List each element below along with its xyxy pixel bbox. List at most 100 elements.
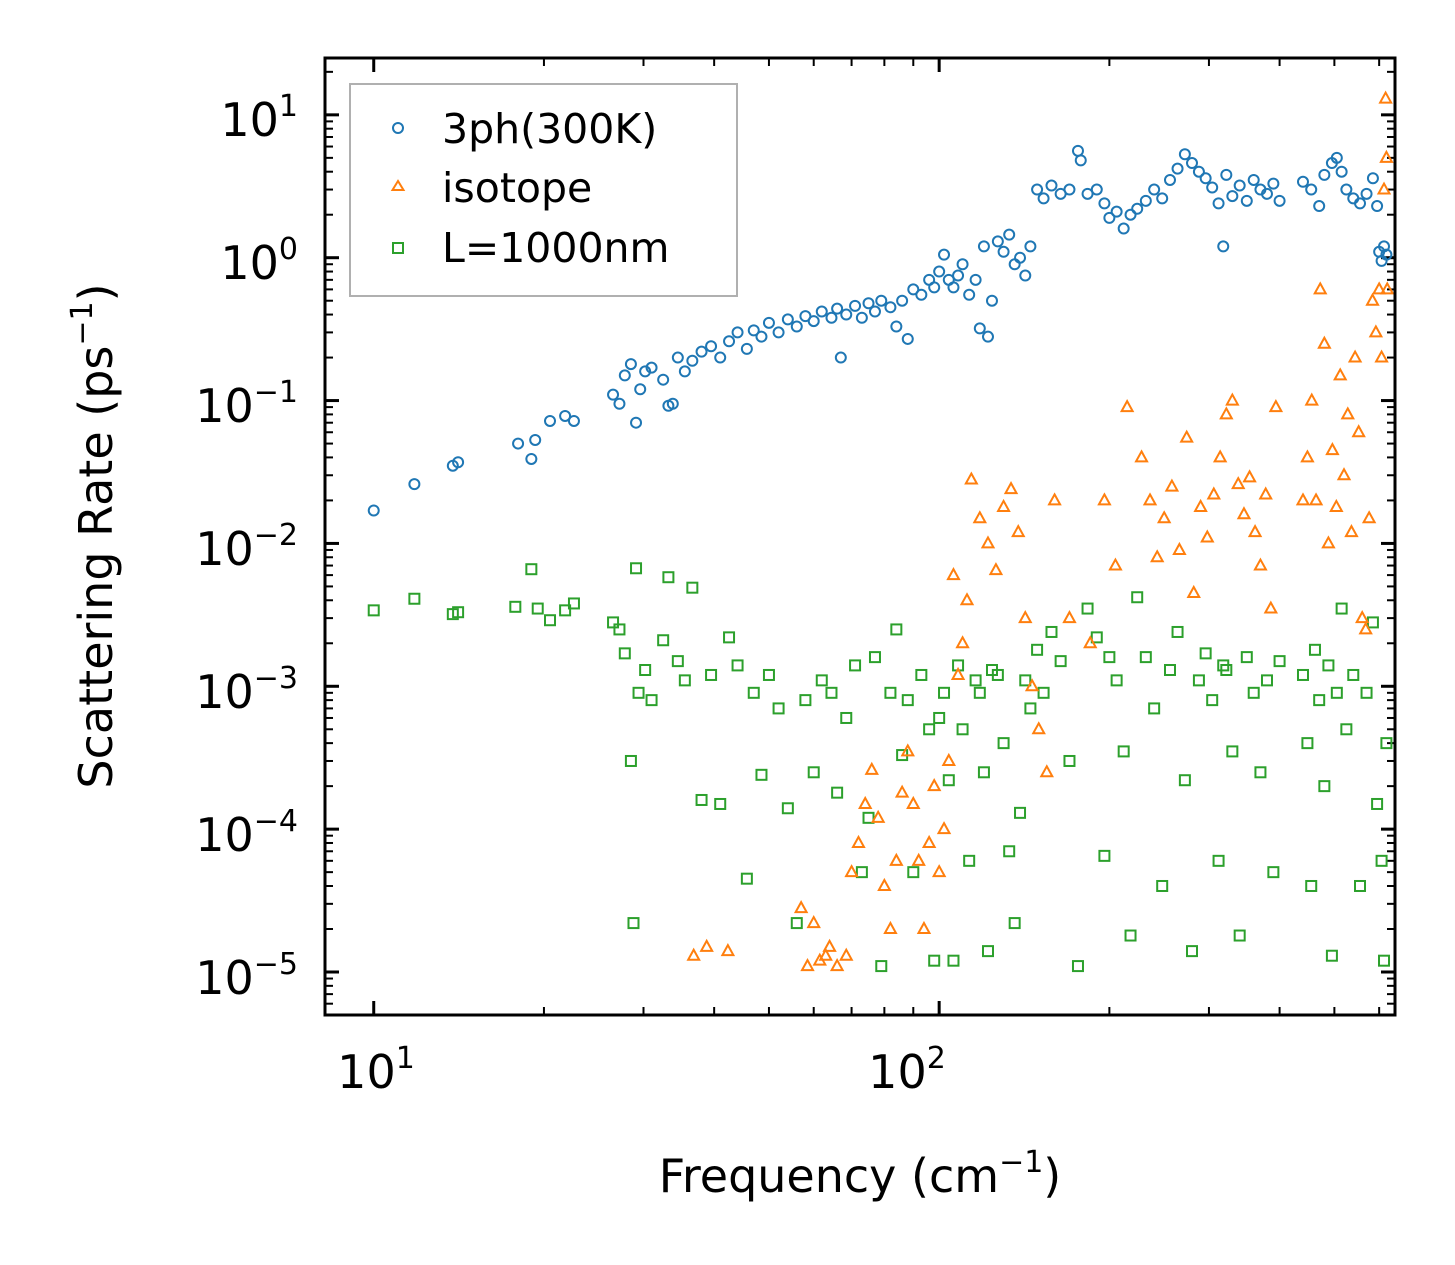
point-3ph-300k- bbox=[731, 326, 744, 339]
point-l-1000nm bbox=[408, 592, 421, 605]
point-isotope bbox=[921, 834, 937, 848]
point-isotope bbox=[1172, 541, 1187, 555]
point-isotope bbox=[1317, 335, 1332, 349]
point-3ph-300k- bbox=[1240, 194, 1253, 207]
point-l-1000nm bbox=[799, 694, 812, 707]
point-3ph-300k- bbox=[1217, 240, 1230, 253]
point-3ph-300k- bbox=[367, 504, 380, 517]
point-isotope bbox=[1186, 584, 1201, 598]
point-isotope bbox=[1379, 149, 1394, 163]
point-l-1000nm bbox=[1354, 879, 1367, 892]
point-isotope bbox=[894, 784, 910, 798]
point-isotope bbox=[1321, 535, 1336, 549]
point-l-1000nm bbox=[907, 866, 920, 879]
point-l-1000nm bbox=[678, 674, 691, 687]
point-3ph-300k- bbox=[512, 437, 525, 450]
legend-marker-L1000nm bbox=[392, 242, 404, 254]
point-isotope bbox=[686, 947, 701, 961]
point-isotope bbox=[818, 947, 833, 961]
point-isotope bbox=[1119, 399, 1135, 413]
point-isotope bbox=[1340, 406, 1355, 420]
point-l-1000nm bbox=[1081, 602, 1094, 615]
point-isotope bbox=[900, 743, 915, 757]
point-isotope bbox=[1336, 467, 1352, 481]
point-isotope bbox=[1295, 492, 1311, 506]
point-3ph-300k- bbox=[1354, 197, 1367, 210]
point-l-1000nm bbox=[1008, 917, 1021, 930]
point-isotope bbox=[793, 900, 809, 914]
point-3ph-300k- bbox=[896, 294, 909, 307]
point-isotope bbox=[1156, 510, 1172, 524]
point-l-1000nm bbox=[1024, 702, 1037, 715]
point-isotope bbox=[1164, 478, 1180, 492]
point-l-1000nm bbox=[755, 768, 768, 781]
point-l-1000nm bbox=[525, 563, 538, 576]
point-3ph-300k- bbox=[840, 308, 853, 321]
point-3ph-300k- bbox=[666, 397, 679, 410]
point-l-1000nm bbox=[947, 954, 960, 967]
point-isotope bbox=[1376, 181, 1392, 195]
point-l-1000nm bbox=[928, 954, 941, 967]
point-3ph-300k- bbox=[1098, 197, 1111, 210]
point-3ph-300k- bbox=[678, 365, 691, 378]
point-l-1000nm bbox=[1014, 806, 1027, 819]
point-isotope bbox=[1011, 524, 1026, 538]
point-3ph-300k- bbox=[1318, 168, 1331, 181]
point-3ph-300k- bbox=[559, 409, 572, 422]
series-isotope bbox=[686, 90, 1395, 972]
point-l-1000nm bbox=[1003, 845, 1016, 858]
point-l-1000nm bbox=[632, 686, 645, 699]
point-3ph-300k- bbox=[1260, 187, 1273, 200]
point-l-1000nm bbox=[807, 766, 820, 779]
point-3ph-300k- bbox=[714, 351, 727, 364]
point-3ph-300k- bbox=[973, 322, 986, 335]
point-l-1000nm bbox=[1220, 664, 1233, 677]
point-3ph-300k- bbox=[1014, 251, 1027, 264]
point-l-1000nm bbox=[1247, 686, 1260, 699]
point-3ph-300k- bbox=[1313, 200, 1326, 213]
point-isotope bbox=[1263, 600, 1279, 614]
point-3ph-300k- bbox=[1330, 151, 1343, 164]
point-3ph-300k- bbox=[1103, 211, 1116, 224]
point-l-1000nm bbox=[731, 659, 744, 672]
point-isotope bbox=[927, 778, 942, 792]
point-l-1000nm bbox=[772, 702, 785, 715]
point-l-1000nm bbox=[1206, 694, 1219, 707]
point-isotope bbox=[1374, 349, 1389, 363]
point-l-1000nm bbox=[1131, 591, 1144, 604]
point-isotope bbox=[1378, 90, 1393, 104]
point-l-1000nm bbox=[1226, 745, 1239, 758]
point-l-1000nm bbox=[915, 668, 928, 681]
point-isotope bbox=[1200, 529, 1215, 543]
point-isotope bbox=[906, 795, 921, 809]
point-l-1000nm bbox=[1318, 780, 1331, 793]
point-3ph-300k- bbox=[985, 294, 998, 307]
point-l-1000nm bbox=[559, 604, 572, 617]
point-3ph-300k- bbox=[639, 365, 652, 378]
point-isotope bbox=[1206, 486, 1221, 500]
point-isotope bbox=[1371, 281, 1387, 295]
point-3ph-300k- bbox=[790, 320, 803, 333]
point-isotope bbox=[720, 943, 736, 957]
point-l-1000nm bbox=[884, 686, 897, 699]
point-3ph-300k- bbox=[740, 342, 753, 355]
point-l-1000nm bbox=[875, 960, 888, 973]
y-tick-label-10: 101 bbox=[220, 89, 298, 147]
point-isotope bbox=[1179, 429, 1194, 443]
point-isotope bbox=[851, 834, 866, 848]
point-3ph-300k- bbox=[1117, 222, 1130, 235]
point-isotope bbox=[1258, 486, 1273, 500]
point-3ph-300k- bbox=[933, 265, 946, 278]
point-3ph-300k- bbox=[907, 283, 920, 296]
point-3ph-300k- bbox=[1360, 187, 1373, 200]
point-3ph-300k- bbox=[1380, 248, 1393, 261]
point-3ph-300k- bbox=[901, 332, 914, 345]
point-l-1000nm bbox=[662, 571, 675, 584]
point-isotope bbox=[1142, 492, 1158, 506]
point-isotope bbox=[800, 958, 815, 972]
point-l-1000nm bbox=[714, 797, 727, 810]
point-isotope bbox=[806, 915, 821, 929]
point-l-1000nm bbox=[686, 581, 699, 594]
point-3ph-300k- bbox=[834, 351, 847, 364]
